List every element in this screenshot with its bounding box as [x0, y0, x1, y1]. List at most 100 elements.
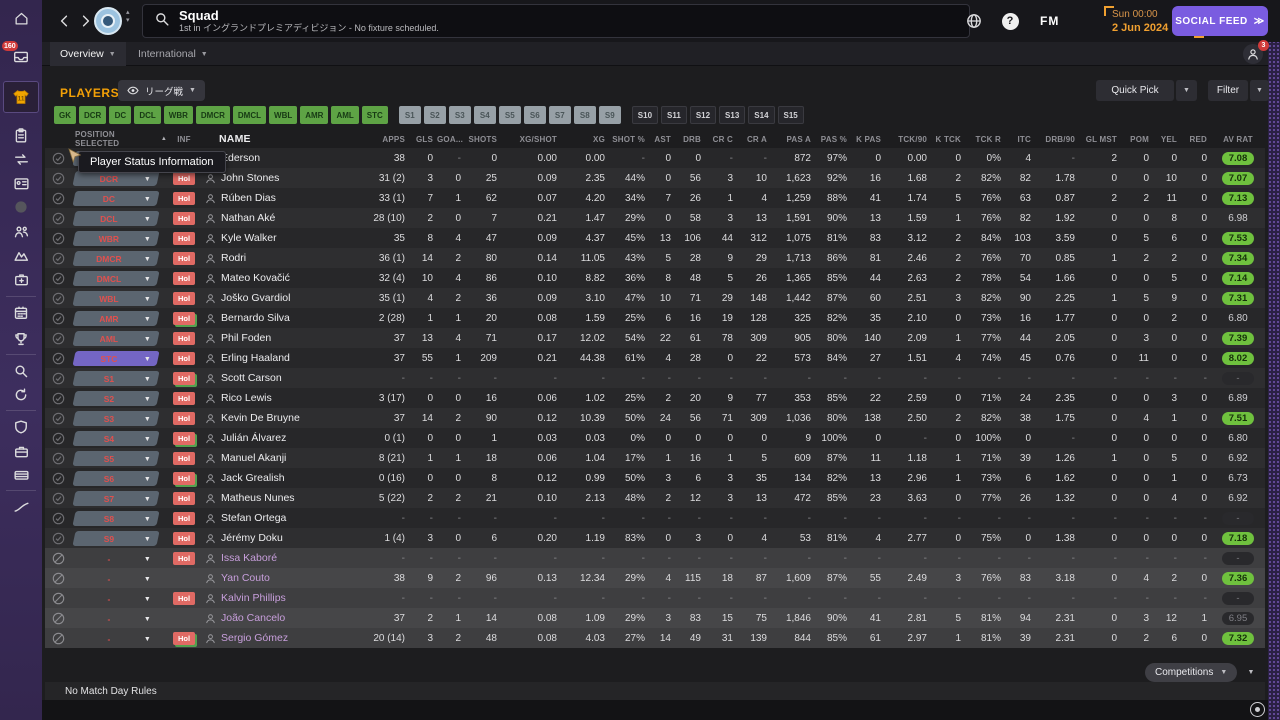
column-header-xg-shot[interactable]: XG/SHOT	[519, 134, 557, 144]
position-filter-amr[interactable]: AMR	[300, 106, 329, 124]
position-filter-dcr[interactable]: DCR	[79, 106, 107, 124]
selected-check-icon[interactable]	[45, 292, 71, 305]
staff-card-icon[interactable]	[0, 172, 42, 194]
column-header-yel[interactable]: YEL	[1160, 134, 1177, 144]
column-header-name[interactable]: NAME	[219, 133, 251, 145]
holiday-badge[interactable]: Hol	[173, 371, 195, 385]
selected-check-icon[interactable]	[45, 312, 71, 325]
social-feed-button[interactable]: SOCIAL FEED ≫	[1172, 6, 1268, 36]
dynamics-icon[interactable]	[0, 244, 42, 266]
selected-check-icon[interactable]	[45, 212, 71, 225]
position-filter-s14[interactable]: S14	[748, 106, 775, 124]
selected-check-icon[interactable]	[45, 512, 71, 525]
holiday-badge[interactable]: Hol	[173, 511, 195, 525]
position-dropdown[interactable]: S4 ▼	[72, 430, 160, 446]
holiday-badge[interactable]: Hol	[173, 231, 195, 245]
position-filter-s13[interactable]: S13	[719, 106, 746, 124]
table-row[interactable]: S5 ▼ Hol Manuel Akanji 8 (21) 1 1 18 0.06 1.04 17%…	[45, 448, 1265, 468]
player-name[interactable]: Joško Gvardiol	[221, 292, 291, 304]
holiday-badge[interactable]: Hol	[173, 431, 195, 445]
player-name[interactable]: Kyle Walker	[221, 232, 277, 244]
table-row[interactable]: - ▼ João Cancelo 37 2 1 14 0.08 1.09 29% 3 83 15 75 1,…	[45, 608, 1265, 628]
column-header-shots[interactable]: SHOTS	[468, 134, 497, 144]
holiday-badge[interactable]: Hol	[173, 331, 195, 345]
not-selected-icon[interactable]	[45, 612, 71, 625]
not-selected-icon[interactable]	[45, 632, 71, 645]
table-row[interactable]: DMCL ▼ Hol Mateo Kovačić 32 (4) 10 4 86 0.10 8.82…	[45, 268, 1265, 288]
holiday-badge[interactable]: Hol	[173, 311, 195, 325]
tactics-clipboard-icon[interactable]	[0, 124, 42, 146]
position-dropdown[interactable]: S1 ▼	[72, 370, 160, 386]
squad-shirt-icon[interactable]: 11	[0, 86, 42, 108]
help-icon[interactable]: ?	[1000, 11, 1020, 31]
position-dropdown[interactable]: STC ▼	[72, 350, 160, 366]
table-row[interactable]: DMCR ▼ Hol Rodri 36 (1) 14 2 80 0.14 11.05 43% 5 28 9…	[45, 248, 1265, 268]
holiday-badge[interactable]: Hol	[173, 451, 195, 465]
column-header-tck-90[interactable]: TCK/90	[898, 134, 927, 144]
title-search-bar[interactable]: Squad 1st in イングランドプレミアディビジョン - No fixtu…	[142, 4, 970, 38]
table-row[interactable]: DCR ▼ Hol John Stones 31 (2) 3 0 25 0.09 2.35 44% 0…	[45, 168, 1265, 188]
position-filter-s11[interactable]: S11	[661, 106, 687, 124]
column-header-gls[interactable]: GLS	[415, 134, 433, 144]
column-header-gl-mst[interactable]: GL MST	[1085, 134, 1117, 144]
position-dropdown[interactable]: - ▼	[72, 611, 159, 626]
table-row[interactable]: S7 ▼ Hol Matheus Nunes 5 (22) 2 2 21 0.10 2.13 48%…	[45, 488, 1265, 508]
position-dropdown[interactable]: DCL ▼	[72, 210, 160, 226]
holiday-badge[interactable]: Hol	[173, 251, 195, 265]
player-name[interactable]: Kevin De Bruyne	[221, 412, 300, 424]
column-header-pas-[interactable]: PAS %	[820, 134, 847, 144]
player-name[interactable]: João Cancelo	[221, 612, 286, 624]
player-name[interactable]: Scott Carson	[221, 372, 282, 384]
player-name[interactable]: John Stones	[221, 172, 280, 184]
position-filter-s3[interactable]: S3	[448, 106, 471, 124]
position-filter-s15[interactable]: S15	[777, 106, 804, 124]
quick-pick-dropdown-chevron[interactable]: ▼	[1175, 80, 1197, 101]
player-name[interactable]: Rúben Dias	[221, 192, 276, 204]
position-dropdown[interactable]: - ▼	[72, 571, 159, 586]
position-dropdown[interactable]: S6 ▼	[72, 470, 160, 486]
target-circle-icon[interactable]	[1250, 702, 1265, 717]
player-name[interactable]: Ederson	[221, 152, 261, 164]
position-dropdown[interactable]: S3 ▼	[72, 410, 160, 426]
holiday-badge[interactable]: Hol	[173, 351, 195, 365]
selected-check-icon[interactable]	[45, 252, 71, 265]
position-dropdown[interactable]: AMR ▼	[72, 310, 160, 326]
table-row[interactable]: S6 ▼ Hol Jack Grealish 0 (16) 0 0 8 0.12 0.99 50% 3…	[45, 468, 1265, 488]
position-filter-s4[interactable]: S4	[473, 106, 496, 124]
selected-check-icon[interactable]	[45, 172, 71, 185]
player-name[interactable]: Matheus Nunes	[221, 492, 295, 504]
table-row[interactable]: WBL ▼ Hol Joško Gvardiol 35 (1) 4 2 36 0.09 3.10 4…	[45, 288, 1265, 308]
position-filter-dmcr[interactable]: DMCR	[195, 106, 230, 124]
holiday-badge[interactable]: Hol	[173, 531, 195, 545]
manager-avatar[interactable]: 3	[1243, 40, 1269, 66]
table-row[interactable]: DCL ▼ Hol Nathan Aké 28 (10) 2 0 7 0.21 1.47 29% 0 5…	[45, 208, 1265, 228]
position-filter-s9[interactable]: S9	[598, 106, 621, 124]
position-dropdown[interactable]: S5 ▼	[72, 450, 160, 466]
table-row[interactable]: STC ▼ Hol Erling Haaland 37 55 1 209 0.21 44.38 61…	[45, 348, 1265, 368]
column-header-k-tck[interactable]: K TCK	[935, 134, 961, 144]
position-filter-wbr[interactable]: WBR	[163, 106, 193, 124]
position-filter-aml[interactable]: AML	[331, 106, 359, 124]
holiday-badge[interactable]: Hol	[173, 411, 195, 425]
position-dropdown[interactable]: WBR ▼	[72, 230, 160, 246]
position-dropdown[interactable]: - ▼	[72, 591, 159, 606]
table-row[interactable]: DC ▼ Hol Rúben Dias 33 (1) 7 1 62 0.07 4.20 34% 7 26…	[45, 188, 1265, 208]
not-selected-icon[interactable]	[45, 572, 71, 585]
selected-check-icon[interactable]	[45, 392, 71, 405]
position-filter-s6[interactable]: S6	[523, 106, 546, 124]
selected-check-icon[interactable]	[45, 352, 71, 365]
world-icon[interactable]	[964, 11, 984, 31]
position-dropdown[interactable]: DMCL ▼	[72, 270, 160, 286]
position-filter-gk[interactable]: GK	[54, 106, 76, 124]
not-selected-icon[interactable]	[45, 592, 71, 605]
table-row[interactable]: S9 ▼ Hol Jérémy Doku 1 (4) 3 0 6 0.20 1.19 83% 0 3 0 4…	[45, 528, 1265, 548]
position-dropdown[interactable]: AML ▼	[72, 330, 160, 346]
column-header-tck-r[interactable]: TCK R	[975, 134, 1001, 144]
schedule-calendar-icon[interactable]	[0, 302, 42, 324]
view-selector-dropdown[interactable]: リーグ戦 ▼	[118, 80, 205, 101]
selected-check-icon[interactable]	[45, 492, 71, 505]
refresh-icon[interactable]	[0, 384, 42, 406]
holiday-badge[interactable]: Hol	[173, 471, 195, 485]
position-dropdown[interactable]: S8 ▼	[72, 510, 160, 526]
search-sidebar-icon[interactable]	[0, 360, 42, 382]
